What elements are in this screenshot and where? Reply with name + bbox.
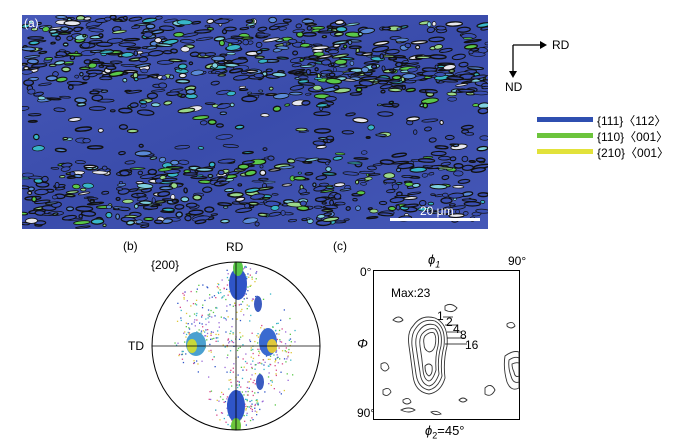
legend-label: {110}〈001〉: [597, 130, 669, 144]
pole-figure: [150, 254, 330, 439]
contour-label-16: 16: [465, 338, 479, 352]
orientation-axes: RD ND: [500, 35, 580, 95]
legend-swatch: [537, 149, 593, 154]
pole-figure-td-label: TD: [128, 339, 144, 353]
scale-bar: [390, 218, 480, 221]
rd-axis-label: RD: [552, 38, 570, 52]
contour-label-8: 8: [460, 328, 467, 342]
ebsd-map: 20 μm (a): [17, 14, 495, 229]
pole-figure-rd-label: RD: [226, 240, 244, 254]
phi1-axis-max-label: 90°: [508, 254, 527, 268]
panel-b-label: (b): [123, 239, 138, 253]
pole-figure-plot: [151, 261, 321, 431]
contour-label-2: 2: [446, 315, 453, 329]
odf-contour-plot: [373, 270, 520, 420]
pole-figure-plane-label: {200}: [151, 258, 180, 272]
legend-label: {111}〈112〉: [597, 114, 667, 128]
big-phi-axis-title: Φ: [357, 336, 368, 351]
panel-c-label: (c): [333, 239, 347, 253]
phi-axis-max-label: 90°: [357, 406, 376, 420]
panel-a-label: (a): [24, 16, 39, 30]
odf-max-label: Max:23: [391, 286, 431, 300]
legend-label: {210}〈001〉: [597, 146, 670, 160]
legend-swatch: [537, 117, 593, 122]
phi1-axis-title: ϕ1: [428, 252, 441, 270]
contour-label-1: 1: [437, 309, 444, 323]
contour-label-4: 4: [453, 322, 460, 336]
odf-section: Max:23 1 2 4 8 16: [373, 270, 520, 420]
legend-swatch: [537, 133, 593, 138]
phi-axis-min-label: 0°: [360, 265, 372, 279]
nd-axis-label: ND: [505, 80, 523, 94]
phi2-section-label: ϕ2=45°: [425, 423, 465, 441]
ebsd-map-image: 20 μm: [17, 14, 495, 229]
axis-arrows-icon: [509, 41, 547, 78]
scale-bar-label: 20 μm: [420, 204, 454, 218]
